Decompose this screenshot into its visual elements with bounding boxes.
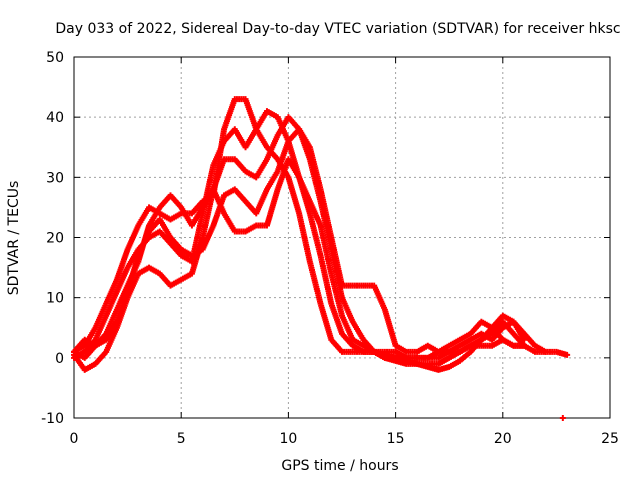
axis-ticks: 0 5 10 15 20 25 -10 0 10 20 30 40 50 (41, 50, 619, 447)
x-tick-label: 15 (387, 431, 405, 447)
y-tick-label: 30 (46, 170, 64, 186)
chart-title: Day 033 of 2022, Sidereal Day-to-day VTE… (55, 21, 620, 37)
data-point (521, 342, 528, 349)
y-axis-label: SDTVAR / TECUs (6, 181, 22, 296)
x-axis-label: GPS time / hours (281, 458, 398, 474)
data-point (559, 415, 566, 421)
x-tick-label: 25 (601, 431, 619, 447)
series-trace-3 (71, 114, 528, 373)
grid-lines (74, 57, 610, 418)
y-tick-label: 10 (46, 291, 64, 307)
data-point (542, 348, 549, 355)
y-tick-label: 20 (46, 231, 64, 247)
y-tick-label: -10 (41, 411, 64, 427)
data-series (71, 96, 571, 421)
x-tick-label: 0 (70, 431, 79, 447)
x-tick-label: 10 (279, 431, 297, 447)
series-trace-4 (71, 126, 528, 355)
x-tick-label: 5 (177, 431, 186, 447)
series-outlier (559, 415, 566, 421)
series-trace-5 (71, 156, 528, 361)
x-tick-label: 20 (494, 431, 512, 447)
data-point (521, 336, 528, 343)
y-tick-label: 0 (55, 351, 64, 367)
y-tick-label: 50 (46, 50, 64, 66)
y-tick-label: 40 (46, 110, 64, 126)
data-point (564, 351, 571, 358)
